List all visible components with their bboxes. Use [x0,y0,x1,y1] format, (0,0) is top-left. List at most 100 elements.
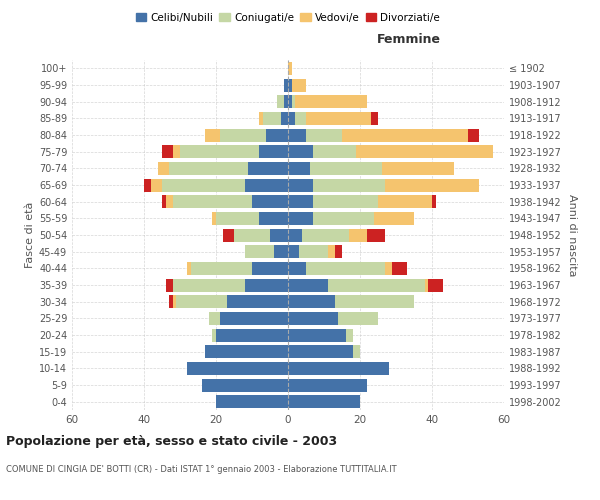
Text: Femmine: Femmine [377,33,441,46]
Text: COMUNE DI CINGIA DE' BOTTI (CR) - Dati ISTAT 1° gennaio 2003 - Elaborazione TUTT: COMUNE DI CINGIA DE' BOTTI (CR) - Dati I… [6,465,397,474]
Bar [220,312,288,325]
Bar [288,278,328,291]
Bar [162,195,166,208]
Bar [288,295,335,308]
Bar [216,328,288,342]
Bar [385,178,479,192]
Bar [212,212,216,225]
Bar [216,395,288,408]
Bar [288,212,313,225]
Y-axis label: Fasce di età: Fasce di età [25,202,35,268]
Bar [212,328,216,342]
Bar [378,195,432,208]
Bar [310,162,382,175]
Bar [245,178,288,192]
Bar [158,162,169,175]
Bar [328,245,335,258]
Bar [382,162,454,175]
Bar [227,295,288,308]
Bar [180,145,259,158]
Bar [432,195,436,208]
Bar [288,345,353,358]
Bar [392,262,407,275]
Bar [306,112,371,125]
Bar [356,145,493,158]
Bar [292,78,306,92]
Bar [335,245,342,258]
Bar [277,95,284,108]
Bar [191,262,252,275]
Bar [288,328,346,342]
Bar [288,128,306,141]
Bar [295,112,306,125]
Bar [367,228,385,241]
Bar [288,112,295,125]
Bar [313,178,385,192]
Bar [144,178,151,192]
Bar [173,195,252,208]
Bar [205,345,288,358]
Bar [288,378,367,392]
Legend: Celibi/Nubili, Coniugati/e, Vedovi/e, Divorziati/e: Celibi/Nubili, Coniugati/e, Vedovi/e, Di… [131,8,445,27]
Bar [166,195,173,208]
Bar [288,62,292,75]
Bar [245,278,288,291]
Bar [342,128,468,141]
Bar [252,195,288,208]
Bar [338,312,378,325]
Bar [205,128,220,141]
Bar [169,162,248,175]
Bar [346,328,353,342]
Bar [173,278,245,291]
Bar [385,262,392,275]
Bar [288,78,292,92]
Bar [187,262,191,275]
Bar [162,145,173,158]
Bar [288,262,306,275]
Bar [313,195,378,208]
Bar [245,245,274,258]
Bar [468,128,479,141]
Bar [284,78,288,92]
Y-axis label: Anni di nascita: Anni di nascita [567,194,577,276]
Bar [288,178,313,192]
Bar [288,362,389,375]
Bar [306,262,385,275]
Bar [220,128,266,141]
Bar [288,195,313,208]
Bar [335,295,414,308]
Bar [151,178,162,192]
Bar [425,278,428,291]
Bar [209,312,220,325]
Bar [328,278,425,291]
Bar [162,178,245,192]
Text: Popolazione per età, sesso e stato civile - 2003: Popolazione per età, sesso e stato civil… [6,435,337,448]
Bar [292,95,295,108]
Bar [259,145,288,158]
Bar [288,312,338,325]
Bar [166,278,173,291]
Bar [299,245,328,258]
Bar [288,145,313,158]
Bar [274,245,288,258]
Bar [288,162,310,175]
Bar [288,228,302,241]
Bar [169,295,173,308]
Bar [349,228,367,241]
Bar [270,228,288,241]
Bar [263,112,281,125]
Bar [313,145,356,158]
Bar [173,145,180,158]
Bar [187,362,288,375]
Bar [353,345,360,358]
Bar [284,95,288,108]
Bar [313,212,374,225]
Bar [216,212,259,225]
Bar [234,228,270,241]
Bar [374,212,414,225]
Bar [295,95,367,108]
Bar [371,112,378,125]
Bar [306,128,342,141]
Bar [288,245,299,258]
Bar [248,162,288,175]
